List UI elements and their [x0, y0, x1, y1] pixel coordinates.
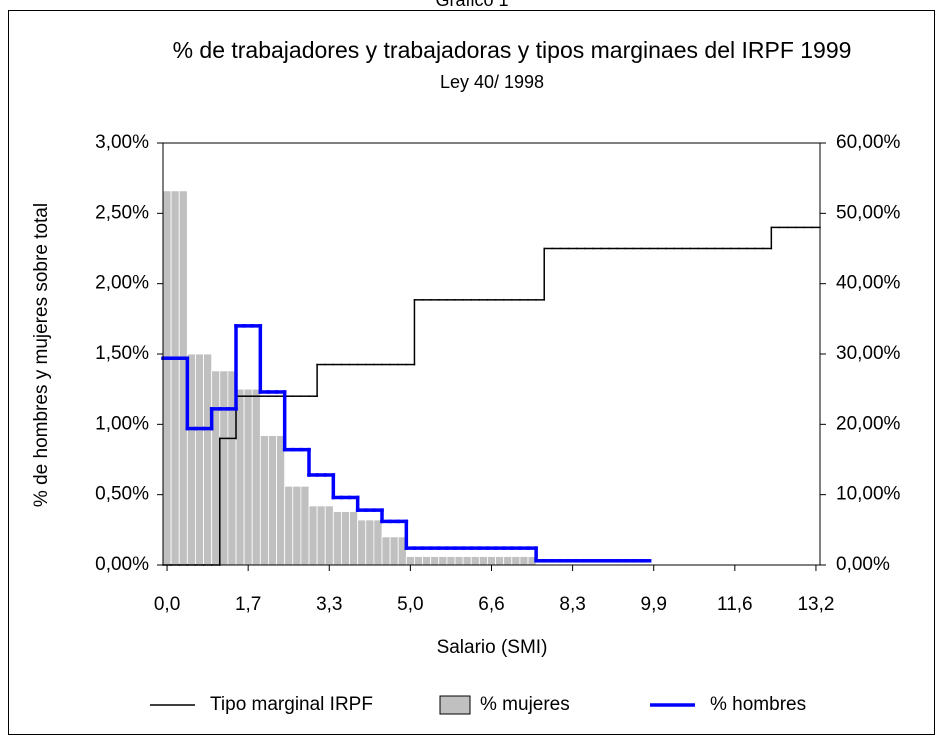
bar	[308, 505, 318, 566]
bar	[478, 556, 488, 566]
chart-subtitle: Ley 40/ 1998	[440, 72, 544, 92]
x-tick-label: 0,0	[154, 594, 180, 615]
x-tick-label: 13,2	[797, 594, 834, 615]
bar	[389, 536, 399, 566]
bar	[203, 353, 213, 566]
x-tick-label: 9,9	[641, 594, 667, 615]
x-tick-label: 1,7	[235, 594, 261, 615]
bar	[405, 556, 415, 566]
bar	[422, 556, 432, 566]
y2-tick-label: 60,00%	[836, 132, 901, 153]
bar	[259, 435, 269, 566]
bar	[414, 556, 423, 566]
bar	[292, 485, 302, 566]
bar	[284, 485, 294, 566]
y-tick-label: 1,50%	[95, 343, 149, 364]
bar	[511, 556, 521, 566]
y-tick-label: 1,00%	[95, 413, 149, 434]
bar	[430, 556, 440, 566]
legend-label: Tipo marginal IRPF	[210, 694, 373, 715]
bar	[211, 370, 221, 566]
bar	[495, 556, 505, 566]
y-axis-title: % de hombres y mujeres sobre total	[31, 203, 52, 507]
y-tick-label: 0,50%	[95, 484, 149, 505]
plot-frame	[162, 142, 821, 566]
bar	[487, 556, 496, 566]
bar	[349, 511, 359, 566]
chart-title: % de trabajadores y trabajadoras y tipos…	[173, 37, 852, 63]
x-tick-label: 3,3	[316, 594, 342, 615]
bar	[519, 556, 529, 566]
y2-tick-label: 10,00%	[836, 484, 901, 505]
bar	[381, 536, 391, 566]
x-axis-title: Salario (SMI)	[437, 637, 548, 658]
bar	[454, 556, 464, 566]
legend-swatch	[439, 695, 471, 715]
y2-tick-label: 30,00%	[836, 343, 901, 364]
legend-label: % mujeres	[480, 694, 570, 715]
x-tick-label: 8,3	[559, 594, 585, 615]
bar	[462, 556, 472, 566]
bar	[300, 485, 310, 566]
x-tick-label: 6,6	[478, 594, 504, 615]
bar	[341, 511, 350, 566]
y-tick-label: 0,00%	[95, 554, 149, 575]
y-tick-label: 2,50%	[95, 202, 149, 223]
y2-tick-label: 20,00%	[836, 413, 901, 434]
chart-border	[8, 10, 935, 735]
bar	[324, 505, 334, 566]
y2-tick-label: 0,00%	[836, 554, 890, 575]
bar	[373, 519, 383, 566]
bar	[235, 388, 245, 566]
bar	[162, 190, 172, 566]
bar	[438, 556, 448, 566]
bar	[316, 505, 326, 566]
chart-heading: Gráfico 1	[435, 0, 508, 10]
y-tick-label: 3,00%	[95, 132, 149, 153]
bar	[170, 190, 180, 566]
bar	[268, 435, 277, 566]
bar	[365, 519, 375, 566]
bar	[276, 435, 286, 566]
bar	[470, 556, 480, 566]
bar	[503, 556, 513, 566]
bar	[332, 511, 342, 566]
x-tick-label: 11,6	[717, 594, 753, 615]
y2-tick-label: 40,00%	[836, 273, 901, 294]
y-tick-label: 2,00%	[95, 273, 149, 294]
bar	[357, 519, 367, 566]
bar	[446, 556, 456, 566]
y2-tick-label: 50,00%	[836, 202, 901, 223]
bar	[219, 370, 229, 566]
bar	[195, 353, 204, 566]
bar	[243, 388, 253, 566]
bar	[251, 388, 261, 566]
legend-label: % hombres	[710, 694, 806, 715]
x-tick-label: 5,0	[397, 594, 423, 615]
